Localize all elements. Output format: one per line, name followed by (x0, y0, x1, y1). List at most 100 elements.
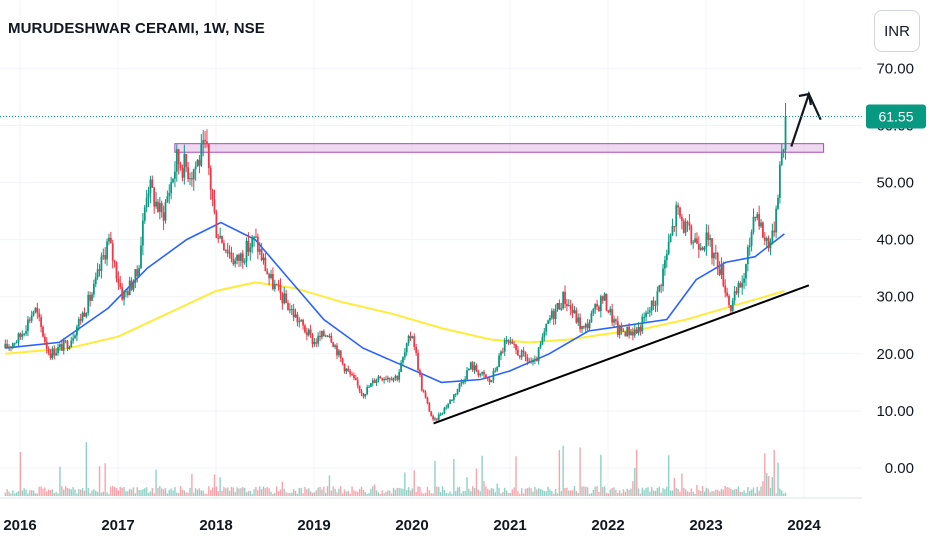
volume-bar (249, 490, 251, 496)
volume-bar (8, 491, 10, 496)
volume-bar (782, 493, 785, 496)
volume-bar (679, 491, 681, 496)
volume-bar (771, 477, 774, 496)
candle-body (388, 377, 391, 380)
candle-body (447, 403, 450, 408)
candle-body (498, 355, 500, 367)
volume-bar (194, 488, 197, 496)
candle-body (83, 312, 86, 317)
volume-bar (324, 492, 327, 496)
candle-body (138, 268, 141, 277)
volume-bar (466, 477, 468, 496)
volume-bar (581, 486, 583, 496)
volume-bar (509, 492, 512, 496)
candle-body (533, 359, 536, 361)
candle-body (279, 284, 282, 294)
candle-body (164, 202, 167, 221)
volume-bar (198, 488, 201, 496)
candle-body (287, 302, 289, 311)
candle-body (475, 365, 478, 372)
candle-body (392, 377, 395, 381)
volume-bar (15, 492, 18, 496)
candle-body (424, 392, 427, 398)
candle-body (413, 336, 416, 347)
volume-bar (513, 487, 515, 496)
candle-body (652, 300, 655, 306)
resistance-zone-layer (174, 143, 825, 153)
candle-body (703, 247, 706, 250)
volume-bar (193, 492, 195, 496)
candle-body (713, 252, 715, 259)
volume-bar (413, 470, 415, 496)
candle-body (466, 370, 468, 380)
volume-bar (215, 486, 218, 496)
currency-button[interactable]: INR (874, 10, 920, 52)
volume-bar (115, 488, 118, 496)
candle-body (577, 317, 580, 323)
volume-bar (42, 488, 44, 496)
volume-bar (242, 486, 244, 496)
candle-body (711, 238, 713, 259)
resistance-zone (174, 143, 825, 153)
volume-bar (641, 487, 643, 496)
candle-body (733, 291, 736, 301)
candle-body (106, 241, 108, 260)
volume-bar (262, 486, 265, 496)
candle-body (616, 321, 619, 335)
volume-bar (68, 488, 71, 496)
candle-body (434, 418, 436, 420)
volume-bar (136, 487, 138, 496)
candle-body (613, 319, 615, 323)
candle-body (631, 331, 634, 336)
candle-body (748, 245, 751, 248)
volume-bar (108, 493, 110, 496)
candle-body (87, 294, 90, 314)
candle-body (223, 242, 225, 251)
candle-body (157, 201, 159, 212)
candle-body (200, 144, 203, 166)
volume-bar (268, 488, 270, 496)
candle-body (190, 178, 193, 180)
volume-bar (358, 488, 361, 496)
volume-bar (264, 488, 267, 496)
volume-bar (658, 486, 660, 496)
x-axis-tick-label: 2024 (787, 517, 821, 534)
candle-body (645, 312, 647, 317)
candle-body (100, 256, 103, 271)
volume-bar (675, 488, 677, 496)
volume-bar (528, 487, 530, 496)
candle-body (403, 352, 406, 358)
candle-body (469, 362, 472, 369)
volume-bar (507, 493, 510, 496)
candle-body (305, 332, 308, 336)
volume-bar (422, 493, 425, 496)
candle-body (543, 331, 546, 337)
candle-body (119, 283, 122, 288)
volume-bar (683, 487, 685, 496)
candle-body (166, 196, 169, 203)
candle-body (134, 269, 137, 283)
candle-body (121, 287, 124, 300)
candle-body (528, 361, 531, 363)
candle-body (351, 374, 353, 376)
candle-body (437, 414, 440, 420)
volume-bar (421, 492, 423, 496)
volume-bar (204, 493, 206, 496)
volume-bar (583, 486, 585, 496)
candle-body (373, 380, 376, 383)
volume-bar (106, 492, 108, 496)
candle-body (571, 309, 574, 314)
candle-body (479, 373, 482, 376)
candle-body (509, 341, 512, 343)
volume-bar (132, 487, 135, 496)
candle-body (664, 260, 666, 269)
candle-body (230, 252, 233, 259)
candle-body (422, 390, 425, 393)
candle-body (415, 346, 418, 353)
volume-bar (302, 493, 304, 496)
candle-body (125, 291, 127, 293)
candle-body (718, 269, 721, 275)
candle-body (217, 238, 220, 240)
volume-bar (27, 493, 29, 496)
